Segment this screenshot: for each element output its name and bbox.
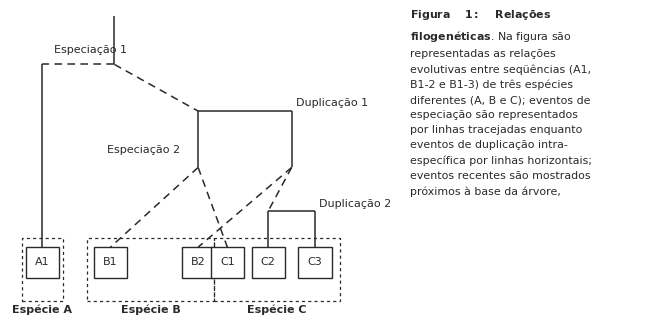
Text: Espécie B: Espécie B: [121, 304, 180, 315]
Text: Duplicação 2: Duplicação 2: [319, 199, 391, 209]
Text: Especiação 1: Especiação 1: [54, 45, 127, 55]
Text: $\mathbf{Figura\ \ \ \ 1:\ \ \ \ Relações}$
$\mathbf{filogenéticas}$. Na figura : $\mathbf{Figura\ \ \ \ 1:\ \ \ \ Relaçõe…: [410, 8, 592, 197]
Bar: [26, 247, 59, 278]
Text: A1: A1: [35, 257, 49, 268]
Bar: [22, 238, 63, 301]
Text: B1: B1: [103, 257, 118, 268]
Bar: [211, 247, 244, 278]
Text: C3: C3: [308, 257, 322, 268]
Text: Espécie A: Espécie A: [13, 304, 73, 315]
Text: Especiação 2: Especiação 2: [107, 145, 180, 155]
Bar: [252, 247, 285, 278]
Bar: [182, 247, 214, 278]
Text: B2: B2: [190, 257, 206, 268]
Bar: [298, 247, 332, 278]
Text: C2: C2: [261, 257, 276, 268]
Bar: [87, 238, 214, 301]
Text: Duplicação 1: Duplicação 1: [296, 98, 368, 108]
Text: Espécie C: Espécie C: [247, 304, 307, 315]
Bar: [94, 247, 127, 278]
Bar: [214, 238, 340, 301]
Text: C1: C1: [220, 257, 234, 268]
